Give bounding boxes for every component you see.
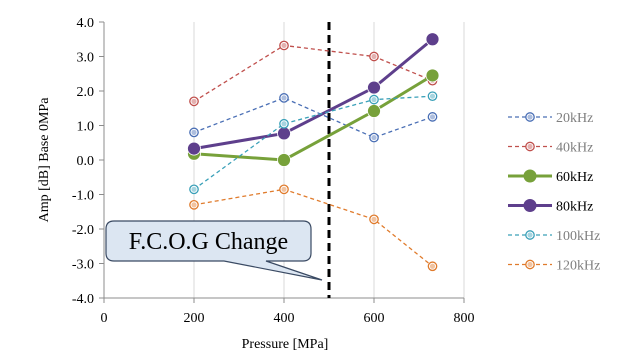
y-tick-label: -2.0	[72, 223, 94, 238]
x-tick-label: 200	[184, 311, 205, 326]
legend-marker-fill	[527, 232, 533, 238]
legend-marker-fill	[527, 114, 533, 120]
y-tick-label: 3.0	[77, 51, 95, 66]
data-point	[369, 132, 379, 143]
y-tick-label: -3.0	[72, 258, 94, 273]
y-tick-label: -1.0	[72, 189, 94, 204]
data-point	[279, 118, 289, 129]
x-tick-label: 0	[101, 311, 108, 326]
y-tick-label: -4.0	[72, 292, 94, 307]
data-point	[189, 200, 199, 210]
data-point	[369, 94, 379, 105]
data-point	[427, 261, 438, 272]
data-point	[189, 96, 199, 107]
legend-marker	[523, 169, 537, 183]
y-tick-label: 4.0	[77, 16, 95, 31]
legend-marker-fill	[527, 261, 533, 268]
series-40kHz	[189, 40, 438, 107]
data-point	[279, 93, 289, 103]
data-point-fill	[281, 95, 287, 101]
legend-label: 40kHz	[556, 141, 593, 156]
x-tick-label: 800	[454, 311, 475, 326]
data-point-fill	[191, 202, 197, 208]
series-line	[193, 44, 433, 102]
data-point	[279, 184, 289, 195]
legend-marker	[525, 259, 535, 270]
legend-label: 80kHz	[556, 200, 593, 215]
data-point-fill	[281, 186, 287, 192]
x-axis-label: Pressure [MPa]	[242, 337, 329, 352]
data-point-fill	[371, 53, 377, 60]
data-point	[279, 40, 289, 51]
legend: 20kHz 40kHz 60kHz 80kHz 100kHz 120kHz	[508, 111, 600, 274]
legend-item-80kHz: 80kHz	[508, 199, 593, 215]
data-point-fill	[371, 97, 377, 103]
series-120kHz	[189, 184, 438, 272]
x-tick-labels: 0 200 400 600 800	[101, 311, 475, 326]
series-100kHz	[189, 91, 438, 195]
legend-item-100kHz: 100kHz	[508, 229, 600, 244]
data-point	[277, 126, 291, 141]
data-point-fill	[429, 263, 436, 269]
series-line	[193, 97, 433, 139]
legend-marker	[525, 141, 535, 152]
y-tick-label: 1.0	[77, 120, 95, 135]
data-point	[187, 141, 201, 156]
data-point	[369, 214, 379, 225]
y-tick-label: 2.0	[77, 85, 95, 100]
data-point	[189, 184, 199, 195]
data-point-fill	[429, 93, 436, 99]
data-point	[425, 32, 440, 47]
axes	[99, 21, 465, 303]
data-point	[369, 51, 379, 62]
data-point	[367, 80, 381, 95]
y-axis-label: Amp [dB] Base 0MPa	[37, 97, 52, 223]
x-tick-label: 400	[274, 311, 295, 326]
data-point-fill	[281, 42, 287, 49]
annotation-group: F.C.O.G Change	[105, 220, 323, 281]
data-point-fill	[191, 98, 197, 104]
data-point-fill	[371, 216, 377, 222]
series-line	[193, 74, 434, 162]
series-20kHz	[189, 93, 438, 143]
y-tick-label: 0.0	[77, 154, 95, 169]
legend-label: 60kHz	[556, 170, 593, 185]
legend-item-20kHz: 20kHz	[508, 111, 593, 126]
callout-text: F.C.O.G Change	[129, 229, 288, 255]
legend-item-60kHz: 60kHz	[508, 169, 593, 185]
legend-item-40kHz: 40kHz	[508, 141, 593, 156]
series-line	[193, 95, 433, 190]
legend-label: 120kHz	[556, 259, 600, 274]
data-point-fill	[371, 134, 377, 141]
data-point	[425, 68, 440, 83]
data-point-fill	[281, 121, 287, 127]
y-tick-labels: -4.0 -3.0 -2.0 -1.0 0.0 1.0 2.0 3.0 4.0	[72, 16, 94, 307]
data-point-fill	[429, 114, 436, 120]
legend-marker	[523, 199, 537, 212]
data-point	[427, 112, 438, 122]
data-point-fill	[191, 129, 197, 135]
legend-marker	[525, 230, 535, 240]
data-point	[427, 91, 438, 102]
data-point	[367, 104, 381, 118]
series-group	[187, 32, 440, 272]
data-point	[277, 153, 291, 167]
legend-label: 20kHz	[556, 111, 593, 126]
legend-item-120kHz: 120kHz	[508, 259, 600, 274]
x-tick-label: 600	[364, 311, 385, 326]
legend-label: 100kHz	[556, 229, 600, 244]
series-line	[193, 188, 433, 267]
series-80kHz	[187, 32, 440, 156]
data-point	[189, 127, 199, 138]
series-line	[193, 38, 434, 151]
legend-marker	[525, 112, 535, 122]
data-point-fill	[191, 186, 197, 192]
legend-marker-fill	[527, 143, 533, 150]
callout-bubble	[105, 220, 323, 281]
